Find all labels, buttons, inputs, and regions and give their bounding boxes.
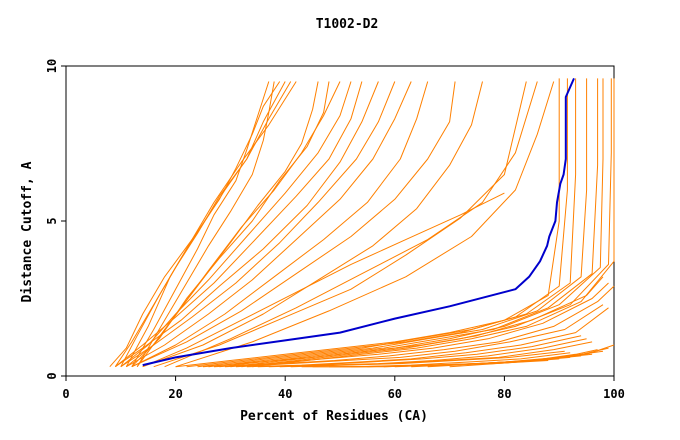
- series-line-15: [131, 81, 429, 368]
- series-line-23: [186, 78, 568, 368]
- series-line-34: [246, 307, 609, 368]
- series-line-26: [219, 78, 599, 368]
- series-line-11: [114, 81, 363, 368]
- y-tick-label-1: 5: [45, 217, 59, 224]
- series-line-9: [125, 81, 341, 368]
- x-tick-label-5: 100: [603, 387, 625, 401]
- series-line-20: [164, 81, 538, 368]
- series-line-38: [290, 350, 565, 368]
- series-line-2: [131, 81, 270, 367]
- y-axis-label: Distance Cutoff, A: [20, 161, 35, 302]
- series-line-18: [142, 192, 505, 368]
- series-layer: [109, 77, 615, 368]
- x-tick-label-0: 0: [62, 387, 69, 401]
- x-axis-label: Percent of Residues (CA): [240, 409, 428, 424]
- series-line-31: [213, 282, 609, 368]
- series-line-17: [142, 81, 483, 368]
- chart-title: T1002-D2: [316, 17, 379, 32]
- series-line-22: [175, 78, 560, 368]
- series-line-19: [153, 81, 527, 368]
- series-line-32: [224, 285, 615, 368]
- series-line-10: [120, 81, 352, 368]
- series-line-16: [131, 81, 456, 368]
- series-line-24: [197, 78, 577, 368]
- plot-area-frame: [65, 65, 615, 377]
- series-line-27: [230, 78, 604, 368]
- y-tick-label-2: 10: [45, 59, 59, 73]
- series-line-25: [208, 78, 588, 368]
- series-line-5: [114, 81, 292, 367]
- series-line-13: [120, 81, 396, 368]
- series-line-highlight: [142, 77, 575, 367]
- axis-layer: 0 20 40 60 80 100 0 5 10: [45, 59, 625, 401]
- y-tick-label-0: 0: [45, 372, 59, 379]
- series-line-1: [136, 81, 275, 367]
- series-line-21: [175, 81, 555, 368]
- x-tick-label-4: 80: [497, 387, 511, 401]
- x-tick-label-3: 60: [388, 387, 402, 401]
- series-line-33: [235, 304, 604, 368]
- series-line-49: [449, 349, 598, 368]
- series-line-6: [109, 81, 297, 368]
- series-line-8: [131, 81, 330, 368]
- series-line-14: [126, 81, 412, 368]
- series-line-30: [202, 276, 604, 368]
- x-tick-label-2: 40: [278, 387, 292, 401]
- x-tick-label-1: 20: [168, 387, 182, 401]
- series-line-12: [115, 81, 379, 368]
- series-line-7: [136, 81, 319, 367]
